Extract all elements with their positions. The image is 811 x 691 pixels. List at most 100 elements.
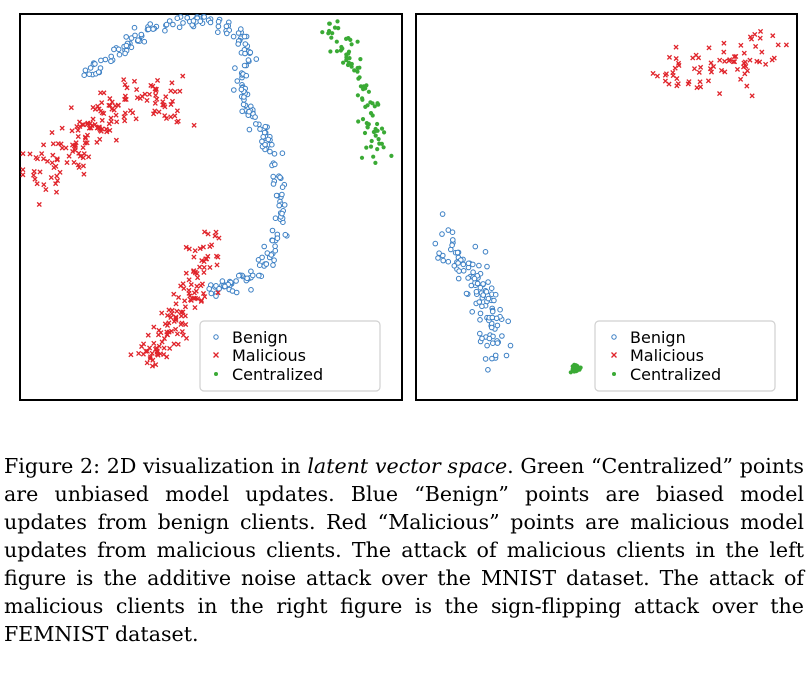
malicious-point	[58, 141, 64, 147]
malicious-point	[183, 321, 189, 328]
benign-point	[253, 56, 260, 62]
malicious-point	[662, 78, 668, 84]
benign-point	[471, 275, 478, 282]
caption-emphasis: latent vector space	[307, 454, 508, 478]
malicious-point	[202, 294, 208, 300]
malicious-point	[726, 58, 732, 64]
benign-point	[484, 263, 490, 270]
malicious-point	[149, 363, 156, 369]
benign-point	[250, 272, 256, 279]
benign-point	[145, 26, 152, 33]
malicious-point	[84, 132, 91, 138]
malicious-point	[662, 72, 668, 78]
benign-point	[482, 356, 489, 362]
malicious-point	[151, 111, 157, 117]
malicious-point	[64, 160, 70, 166]
malicious-point	[164, 312, 171, 319]
benign-point	[239, 108, 245, 115]
malicious-point	[215, 254, 221, 260]
malicious-point	[41, 182, 47, 188]
benign-point	[474, 280, 481, 287]
centralized-point	[320, 30, 325, 35]
benign-point	[201, 14, 207, 20]
benign-point	[277, 174, 283, 181]
malicious-point	[114, 119, 120, 125]
benign-point	[465, 260, 472, 267]
malicious-point	[204, 256, 210, 262]
malicious-point	[81, 151, 87, 157]
malicious-point	[175, 294, 182, 300]
benign-point	[484, 342, 490, 349]
benign-point	[483, 289, 490, 295]
benign-point	[480, 281, 486, 287]
malicious-point	[86, 125, 92, 131]
malicious-point	[178, 321, 184, 328]
benign-point	[491, 297, 497, 304]
malicious-point	[707, 66, 713, 72]
malicious-point	[721, 49, 727, 55]
left-legend-benign-marker	[213, 334, 219, 340]
benign-point	[494, 340, 501, 346]
benign-point	[215, 29, 221, 36]
malicious-point	[741, 50, 747, 56]
malicious-point	[216, 235, 222, 241]
benign-point	[497, 306, 503, 313]
centralized-point	[382, 130, 387, 135]
malicious-point	[75, 127, 81, 133]
malicious-point	[166, 329, 172, 335]
malicious-point	[154, 77, 161, 83]
centralized-point	[375, 121, 380, 127]
malicious-point	[164, 322, 171, 328]
malicious-point	[749, 93, 755, 99]
benign-point	[476, 262, 482, 269]
malicious-point	[168, 101, 174, 108]
malicious-point	[717, 57, 723, 63]
malicious-point	[90, 116, 96, 122]
malicious-point	[49, 129, 55, 136]
benign-point	[279, 210, 285, 217]
benign-point	[269, 227, 276, 234]
malicious-point	[694, 85, 700, 91]
malicious-point	[32, 176, 38, 182]
malicious-point	[200, 290, 207, 297]
malicious-point	[122, 96, 128, 103]
malicious-point	[43, 186, 49, 193]
benign-point	[246, 126, 253, 133]
benign-point	[449, 242, 455, 248]
benign-point	[235, 41, 241, 47]
malicious-point	[174, 108, 180, 114]
benign-point	[252, 114, 258, 120]
centralized-point	[348, 37, 353, 43]
malicious-point	[705, 78, 712, 84]
benign-point	[230, 33, 237, 40]
centralized-point	[361, 85, 366, 90]
malicious-point	[145, 332, 151, 338]
malicious-point	[53, 181, 59, 187]
centralized-point	[375, 147, 380, 152]
benign-point	[486, 335, 493, 342]
benign-point	[259, 254, 265, 261]
malicious-point	[169, 98, 176, 104]
malicious-point	[180, 73, 186, 79]
benign-point	[131, 24, 138, 31]
malicious-point	[34, 181, 40, 187]
malicious-point	[742, 71, 748, 77]
centralized-point	[571, 368, 576, 373]
malicious-point	[97, 136, 103, 142]
malicious-point	[122, 82, 128, 88]
malicious-point	[48, 175, 54, 181]
benign-point	[489, 308, 496, 315]
malicious-point	[706, 45, 712, 51]
benign-point	[494, 322, 501, 329]
malicious-point	[199, 258, 205, 264]
benign-point	[233, 278, 239, 284]
malicious-point	[743, 63, 749, 69]
malicious-point	[172, 113, 178, 119]
centralized-point	[369, 138, 374, 144]
benign-point	[242, 41, 249, 47]
malicious-point	[733, 53, 739, 59]
benign-point	[499, 333, 505, 339]
benign-point	[141, 38, 148, 45]
benign-point	[115, 46, 122, 53]
malicious-point	[98, 108, 104, 114]
